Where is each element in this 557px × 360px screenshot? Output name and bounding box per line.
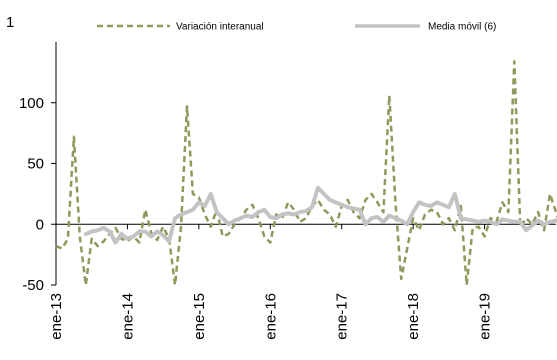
series-layer xyxy=(55,60,557,287)
y-tick-label: 50 xyxy=(27,156,44,173)
x-axis-ticks: ene-13 ene-14 ene-15 ene-16 ene-17 ene-18 ene-… xyxy=(48,224,494,340)
y-axis-top-label: 1 xyxy=(6,14,14,31)
axes xyxy=(55,42,556,285)
x-tick-label: ene-14 xyxy=(119,293,136,340)
y-tick-label: 100 xyxy=(19,95,44,112)
x-tick-label: ene-15 xyxy=(191,293,208,340)
x-tick-label: ene-17 xyxy=(334,293,351,340)
y-tick-label: 0 xyxy=(36,216,44,233)
legend-label-variacion: Variación interanual xyxy=(176,22,264,33)
series-variacion-interanual-line xyxy=(55,60,557,287)
y-tick-label: -50 xyxy=(22,277,44,294)
x-tick-label: ene-19 xyxy=(477,293,494,340)
legend-label-media-movil: Media móvil (6) xyxy=(428,22,496,33)
x-tick-label: ene-13 xyxy=(48,293,65,340)
series-media-movil-line xyxy=(83,185,557,245)
y-axis-ticks: -50 0 50 100 xyxy=(19,95,56,294)
legend: Variación interanual Media móvil (6) xyxy=(97,22,496,33)
x-tick-label: ene-16 xyxy=(262,293,279,340)
x-tick-label: ene-18 xyxy=(405,293,422,340)
